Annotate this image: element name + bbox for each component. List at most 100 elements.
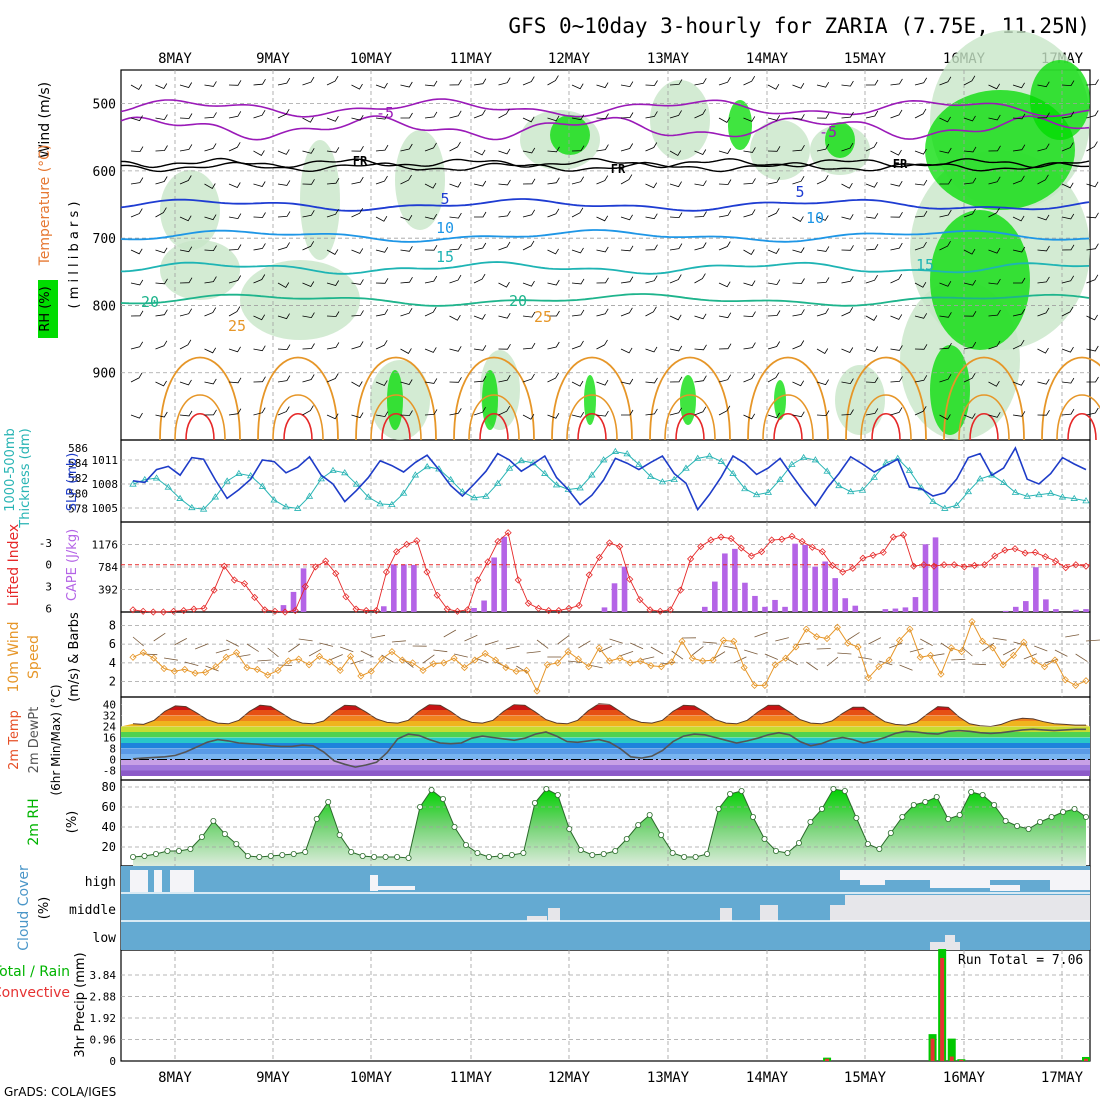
wind-barb — [988, 83, 1001, 90]
wind-barb-10m — [226, 639, 239, 647]
wind-barb — [302, 343, 315, 350]
wind-barb — [547, 372, 559, 383]
wind10-line-point — [864, 674, 873, 682]
wind-barb — [767, 248, 780, 255]
rh-line-point — [1060, 809, 1067, 816]
wind-barb — [547, 279, 560, 286]
wind-side-label: Wind (m/s) — [37, 82, 53, 158]
thickness-line-point — [717, 457, 725, 464]
rh-line-point — [623, 836, 630, 843]
wind-barb — [571, 114, 585, 121]
slp-tick-label: 1008 — [92, 478, 119, 491]
wind-barb-10m — [868, 637, 882, 645]
thickness-tick-label: 578 — [68, 502, 88, 515]
wind10-line-point — [191, 669, 199, 677]
cape-bar — [501, 536, 507, 612]
wind10-line-point — [792, 643, 800, 651]
isotherm-25-loop — [159, 356, 241, 441]
wind10-line-point — [647, 662, 655, 670]
rh-line-point — [704, 851, 711, 858]
contour-label: 20 — [141, 293, 159, 311]
wind10-line-point — [1072, 681, 1080, 689]
wind-barb — [253, 150, 265, 156]
wind-barb — [865, 346, 879, 352]
wind-barb — [963, 310, 977, 317]
lifted-index-line-point — [676, 586, 685, 594]
wind-barb-10m — [671, 650, 684, 660]
cloud-gap-middle — [720, 908, 732, 921]
isotherm-30-loop — [762, 394, 814, 441]
isotherm-35-loop — [283, 412, 313, 441]
wind10-line-point — [222, 653, 230, 661]
wind-barb — [179, 215, 192, 222]
rh-line-point — [336, 832, 343, 839]
wind-barb — [694, 149, 707, 156]
wind-barb — [939, 414, 951, 420]
wind-barb-10m — [568, 660, 583, 663]
temp-tick-label: -8 — [103, 765, 116, 778]
lifted-index-line-point — [474, 576, 482, 584]
wind-barb — [939, 312, 952, 318]
wind-barb — [767, 115, 781, 121]
wind-barb — [400, 81, 413, 88]
wind-barb — [449, 212, 462, 219]
wind-barb — [351, 248, 364, 254]
wind-barb — [400, 379, 413, 385]
rh-tick-label: 80 — [102, 780, 116, 794]
cloud-gap-middle — [865, 895, 885, 900]
wind-barb — [841, 245, 854, 251]
isotherm-30-loop — [664, 394, 716, 441]
wind10-line-point — [253, 665, 261, 674]
wind-barb — [130, 248, 143, 255]
wind10-line-point — [419, 666, 427, 674]
isotherm-30-loop — [958, 394, 1010, 441]
wind10-line-point — [460, 663, 469, 672]
wind-barb — [1086, 345, 1099, 352]
wind-barb — [204, 81, 217, 87]
precip-tick-label: 0 — [109, 1055, 116, 1068]
wind-barb — [179, 82, 193, 88]
lifted-index-line-point — [605, 539, 614, 547]
lifted-index-line-point — [149, 608, 157, 616]
contour-label: FR — [611, 162, 626, 176]
wind-barb-10m — [257, 659, 272, 662]
wind-barb — [792, 144, 805, 152]
thickness-line-point — [376, 500, 384, 507]
wind-barb — [351, 381, 363, 388]
wind-barb — [179, 175, 192, 185]
rh-line-point — [1071, 806, 1078, 813]
wind-barb — [498, 108, 510, 119]
isotherm-25-loop — [845, 356, 927, 441]
temp-warm-band — [121, 703, 1090, 710]
wind-barb — [866, 79, 879, 86]
wind-barb — [204, 307, 217, 317]
thickness-line-point — [258, 482, 267, 489]
wind-barb-10m — [992, 637, 1007, 641]
rh-line-point — [325, 799, 332, 806]
rh-line-point — [394, 854, 401, 861]
lifted-index-line-point — [717, 533, 725, 541]
thickness-line-point — [211, 493, 220, 500]
isotherm-30-loop — [272, 394, 324, 441]
wind10-line-point — [782, 654, 790, 662]
rh2m-side-label: 2m RH — [26, 798, 42, 845]
wind-barb — [694, 313, 707, 320]
wind-barb — [1037, 245, 1050, 252]
wind-barb — [1061, 306, 1074, 317]
wind-barb — [400, 246, 413, 252]
rh-line-point — [462, 842, 469, 849]
wind10-line-point — [471, 656, 479, 664]
lifted-index-line-point — [970, 561, 979, 570]
wind-barb — [914, 344, 928, 350]
lifted-index-line-point — [251, 593, 259, 602]
wind-barb — [743, 413, 756, 420]
rh2m-unit-label: (%) — [65, 811, 80, 834]
rh-high-area — [387, 370, 403, 430]
lifted-index-line-point — [453, 607, 461, 615]
wind-barb — [816, 81, 830, 88]
wind-barb — [914, 108, 927, 119]
wind-barb — [645, 377, 658, 384]
wind-barb — [1037, 307, 1050, 317]
wind-barb — [277, 211, 291, 218]
wind-barb-10m — [298, 638, 313, 642]
